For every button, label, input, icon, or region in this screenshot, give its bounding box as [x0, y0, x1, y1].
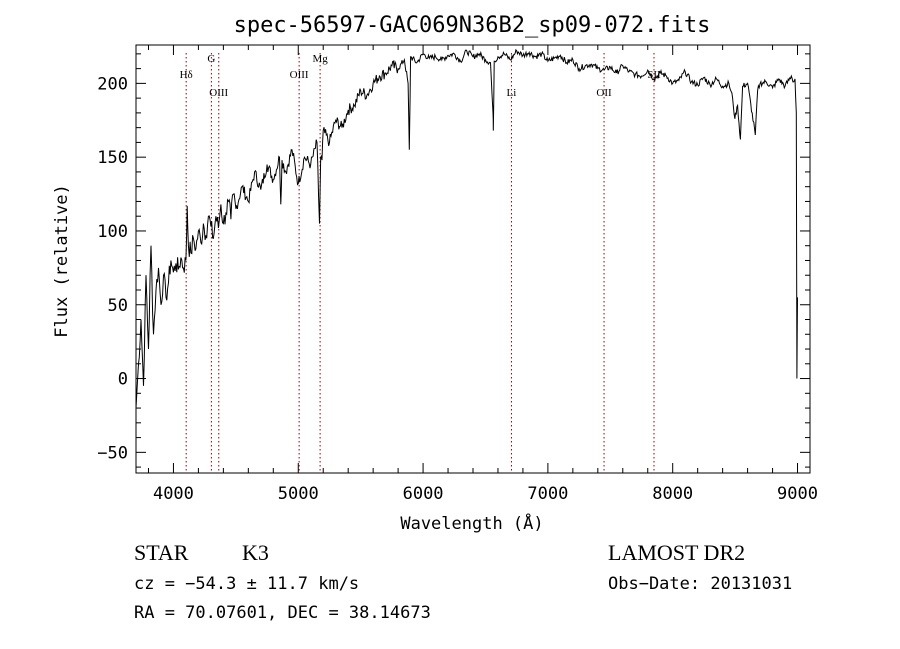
x-tick-label: 4000 [153, 484, 194, 504]
spectral-line-label: Li [507, 87, 517, 99]
spectral-line-label: Hδ [180, 69, 193, 81]
plot-frame [135, 44, 811, 474]
spectral-line-label: OII [596, 87, 612, 99]
spectral-line-label: G [207, 53, 215, 65]
x-axis-label: Wavelength (Å) [400, 512, 543, 534]
x-tick-label: 8000 [652, 484, 693, 504]
y-tick-label: 100 [97, 222, 128, 242]
y-tick-label: −50 [97, 443, 128, 463]
x-tick-label: 7000 [527, 484, 568, 504]
y-tick-label: 0 [118, 370, 128, 390]
x-tick-label: 9000 [777, 484, 818, 504]
y-tick-label: 150 [97, 148, 128, 168]
spectrum-line [135, 48, 798, 409]
redshift-velocity: cz = −54.3 ± 11.7 km/s [134, 574, 360, 594]
object-class: STAR [134, 540, 189, 565]
y-tick-label: 50 [108, 296, 128, 316]
observation-date: Obs−Date: 20131031 [608, 574, 793, 594]
y-axis-label: Flux (relative) [52, 184, 72, 338]
spectral-line-label: OIII [290, 69, 309, 81]
spectral-line-label: OIII [209, 87, 228, 99]
spectral-line-label: Mg [312, 53, 328, 65]
x-tick-label: 5000 [278, 484, 319, 504]
plot-area: 4000 5000 6000 7000 8000 9000 −50 0 50 100 150 200 H… [97, 45, 818, 504]
y-tick-label: 200 [97, 74, 128, 94]
object-subclass: K3 [242, 540, 269, 565]
chart-title: spec-56597-GAC069N36B2_sp09-072.fits [234, 13, 711, 38]
coordinates: RA = 70.07601, DEC = 38.14673 [134, 603, 431, 623]
survey-name: LAMOST DR2 [608, 540, 746, 565]
x-tick-label: 6000 [403, 484, 444, 504]
